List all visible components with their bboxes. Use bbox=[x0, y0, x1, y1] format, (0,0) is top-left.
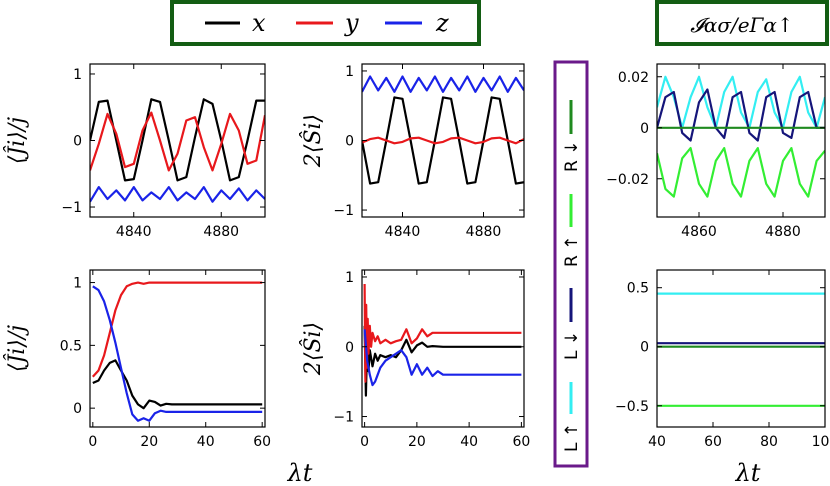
y-tick-label: 0 bbox=[640, 340, 649, 356]
y-tick-label: −0.5 bbox=[615, 399, 649, 415]
y-tick-label: −1 bbox=[333, 203, 354, 219]
plot-frame bbox=[89, 269, 266, 428]
y-axis-label: 2⟨Ŝi⟩ bbox=[299, 322, 326, 376]
legend-label-L-up: L ↑ bbox=[562, 423, 582, 452]
legend-label-R-up: R ↑ bbox=[562, 236, 582, 267]
y-tick-label: 0 bbox=[640, 121, 649, 137]
y-tick-label: 0 bbox=[345, 340, 354, 356]
y-axis-label: ⟨Ĵi⟩/j bbox=[3, 325, 30, 372]
series-line-y-S-bottom bbox=[363, 283, 522, 383]
x-tick-label: 0 bbox=[88, 434, 97, 450]
current-title-frame bbox=[655, 0, 829, 46]
y-axis-label: 2⟨Ŝi⟩ bbox=[299, 114, 326, 168]
y-tick-label: 1 bbox=[345, 270, 354, 286]
legend-label-R-down: R ↓ bbox=[562, 141, 582, 172]
current-title: 𝓘ασ/eΓα↑ bbox=[655, 0, 829, 46]
x-tick-label: 4880 bbox=[466, 224, 502, 240]
y-tick-label: 0.02 bbox=[618, 70, 649, 86]
series-group bbox=[657, 292, 825, 407]
current-legend-content: L ↑ L ↓ R ↑ R ↓ bbox=[562, 100, 582, 452]
panel-I-bottom: 40 60 80 100 0.5 0 −0.5 bbox=[615, 269, 830, 450]
series-line-x-J-bottom bbox=[92, 359, 263, 410]
series-line-y-J-bottom bbox=[91, 281, 263, 378]
series-line-x-J-top bbox=[90, 98, 265, 182]
y-tick-label: −1 bbox=[333, 410, 354, 426]
series-line-x-S-bottom bbox=[363, 325, 522, 397]
y-tick-label: 0 bbox=[345, 134, 354, 150]
xyz-legend: x y z bbox=[170, 0, 481, 46]
series-line-z-J-top bbox=[90, 186, 265, 203]
series-line-y-J-top bbox=[90, 111, 265, 172]
xyz-legend-frame bbox=[170, 0, 481, 46]
series-line-z-J-bottom bbox=[92, 285, 263, 422]
y-tick-label: 1 bbox=[73, 67, 82, 83]
x-tick-label: 100 bbox=[812, 434, 830, 450]
x-tick-label: 4840 bbox=[385, 224, 421, 240]
series-line-R-I-top bbox=[657, 147, 825, 198]
series-group bbox=[91, 281, 263, 422]
series-line-x-S-top bbox=[362, 96, 524, 185]
x-tick-label: 4880 bbox=[203, 224, 239, 240]
y-tick-label: 0.5 bbox=[627, 281, 649, 297]
legend-label-L-down: L ↓ bbox=[562, 331, 582, 360]
x-tick-label: 0 bbox=[360, 434, 369, 450]
x-tick-label: 80 bbox=[760, 434, 778, 450]
panel-J-top: 4840 4880 1 0 −1 ⟨Ĵi⟩/j bbox=[3, 63, 266, 240]
x-axis-label-left: λt bbox=[287, 459, 313, 486]
chart-panels: 4840 4880 1 0 −1 ⟨Ĵi⟩/j 4840 4880 1 0 −1 2⟨Ŝi⟩ 0 20 40… bbox=[3, 63, 830, 450]
x-tick-label: 20 bbox=[140, 434, 158, 450]
y-tick-label: 1 bbox=[73, 276, 82, 292]
y-axis-label: ⟨Ĵi⟩/j bbox=[3, 117, 30, 164]
series-line-L-I-top bbox=[657, 75, 825, 129]
plot-frame bbox=[361, 269, 525, 428]
series-group bbox=[362, 75, 524, 185]
legend-label-x: x bbox=[252, 9, 266, 37]
legend-label-z: z bbox=[435, 9, 449, 37]
x-tick-label: 60 bbox=[253, 434, 271, 450]
panel-I-top: 4860 4880 0.02 0 −0.02 bbox=[606, 63, 826, 240]
x-axis-label-right: λt bbox=[735, 459, 761, 486]
series-line-L-I-top bbox=[657, 88, 825, 142]
x-tick-label: 40 bbox=[197, 434, 215, 450]
y-tick-label: 1 bbox=[345, 64, 354, 80]
series-line-z-S-bottom bbox=[363, 329, 522, 387]
panel-S-top: 4840 4880 1 0 −1 2⟨Ŝi⟩ bbox=[299, 63, 525, 240]
x-tick-label: 4880 bbox=[765, 224, 801, 240]
y-tick-label: −0.02 bbox=[606, 172, 649, 188]
plot-frame bbox=[656, 269, 826, 428]
x-tick-label: 40 bbox=[460, 434, 478, 450]
y-tick-label: −1 bbox=[61, 200, 82, 216]
legend-label-y: y bbox=[344, 9, 359, 37]
x-tick-label: 40 bbox=[648, 434, 666, 450]
x-tick-label: 4840 bbox=[116, 224, 152, 240]
series-group bbox=[657, 75, 825, 198]
y-tick-label: 0 bbox=[73, 134, 82, 150]
series-group bbox=[90, 98, 265, 203]
current-legend-frame bbox=[553, 60, 589, 468]
plot-frame bbox=[656, 63, 826, 218]
current-title-text: 𝓘ασ/eΓα↑ bbox=[690, 13, 793, 37]
y-tick-label: 0.5 bbox=[60, 338, 82, 354]
panel-S-bottom: 0 20 40 60 1 0 −1 2⟨Ŝi⟩ bbox=[299, 269, 530, 450]
x-tick-label: 60 bbox=[704, 434, 722, 450]
series-line-z-S-top bbox=[362, 75, 524, 93]
y-tick-label: 0 bbox=[73, 401, 82, 417]
current-legend: L ↑ L ↓ R ↑ R ↓ bbox=[553, 60, 589, 468]
panel-J-bottom: 0 20 40 60 1 0.5 0 ⟨Ĵi⟩/j bbox=[3, 269, 271, 450]
x-tick-label: 60 bbox=[512, 434, 530, 450]
x-tick-label: 4860 bbox=[681, 224, 717, 240]
series-group bbox=[363, 283, 522, 397]
series-line-y-S-top bbox=[362, 136, 524, 145]
x-tick-label: 20 bbox=[408, 434, 426, 450]
